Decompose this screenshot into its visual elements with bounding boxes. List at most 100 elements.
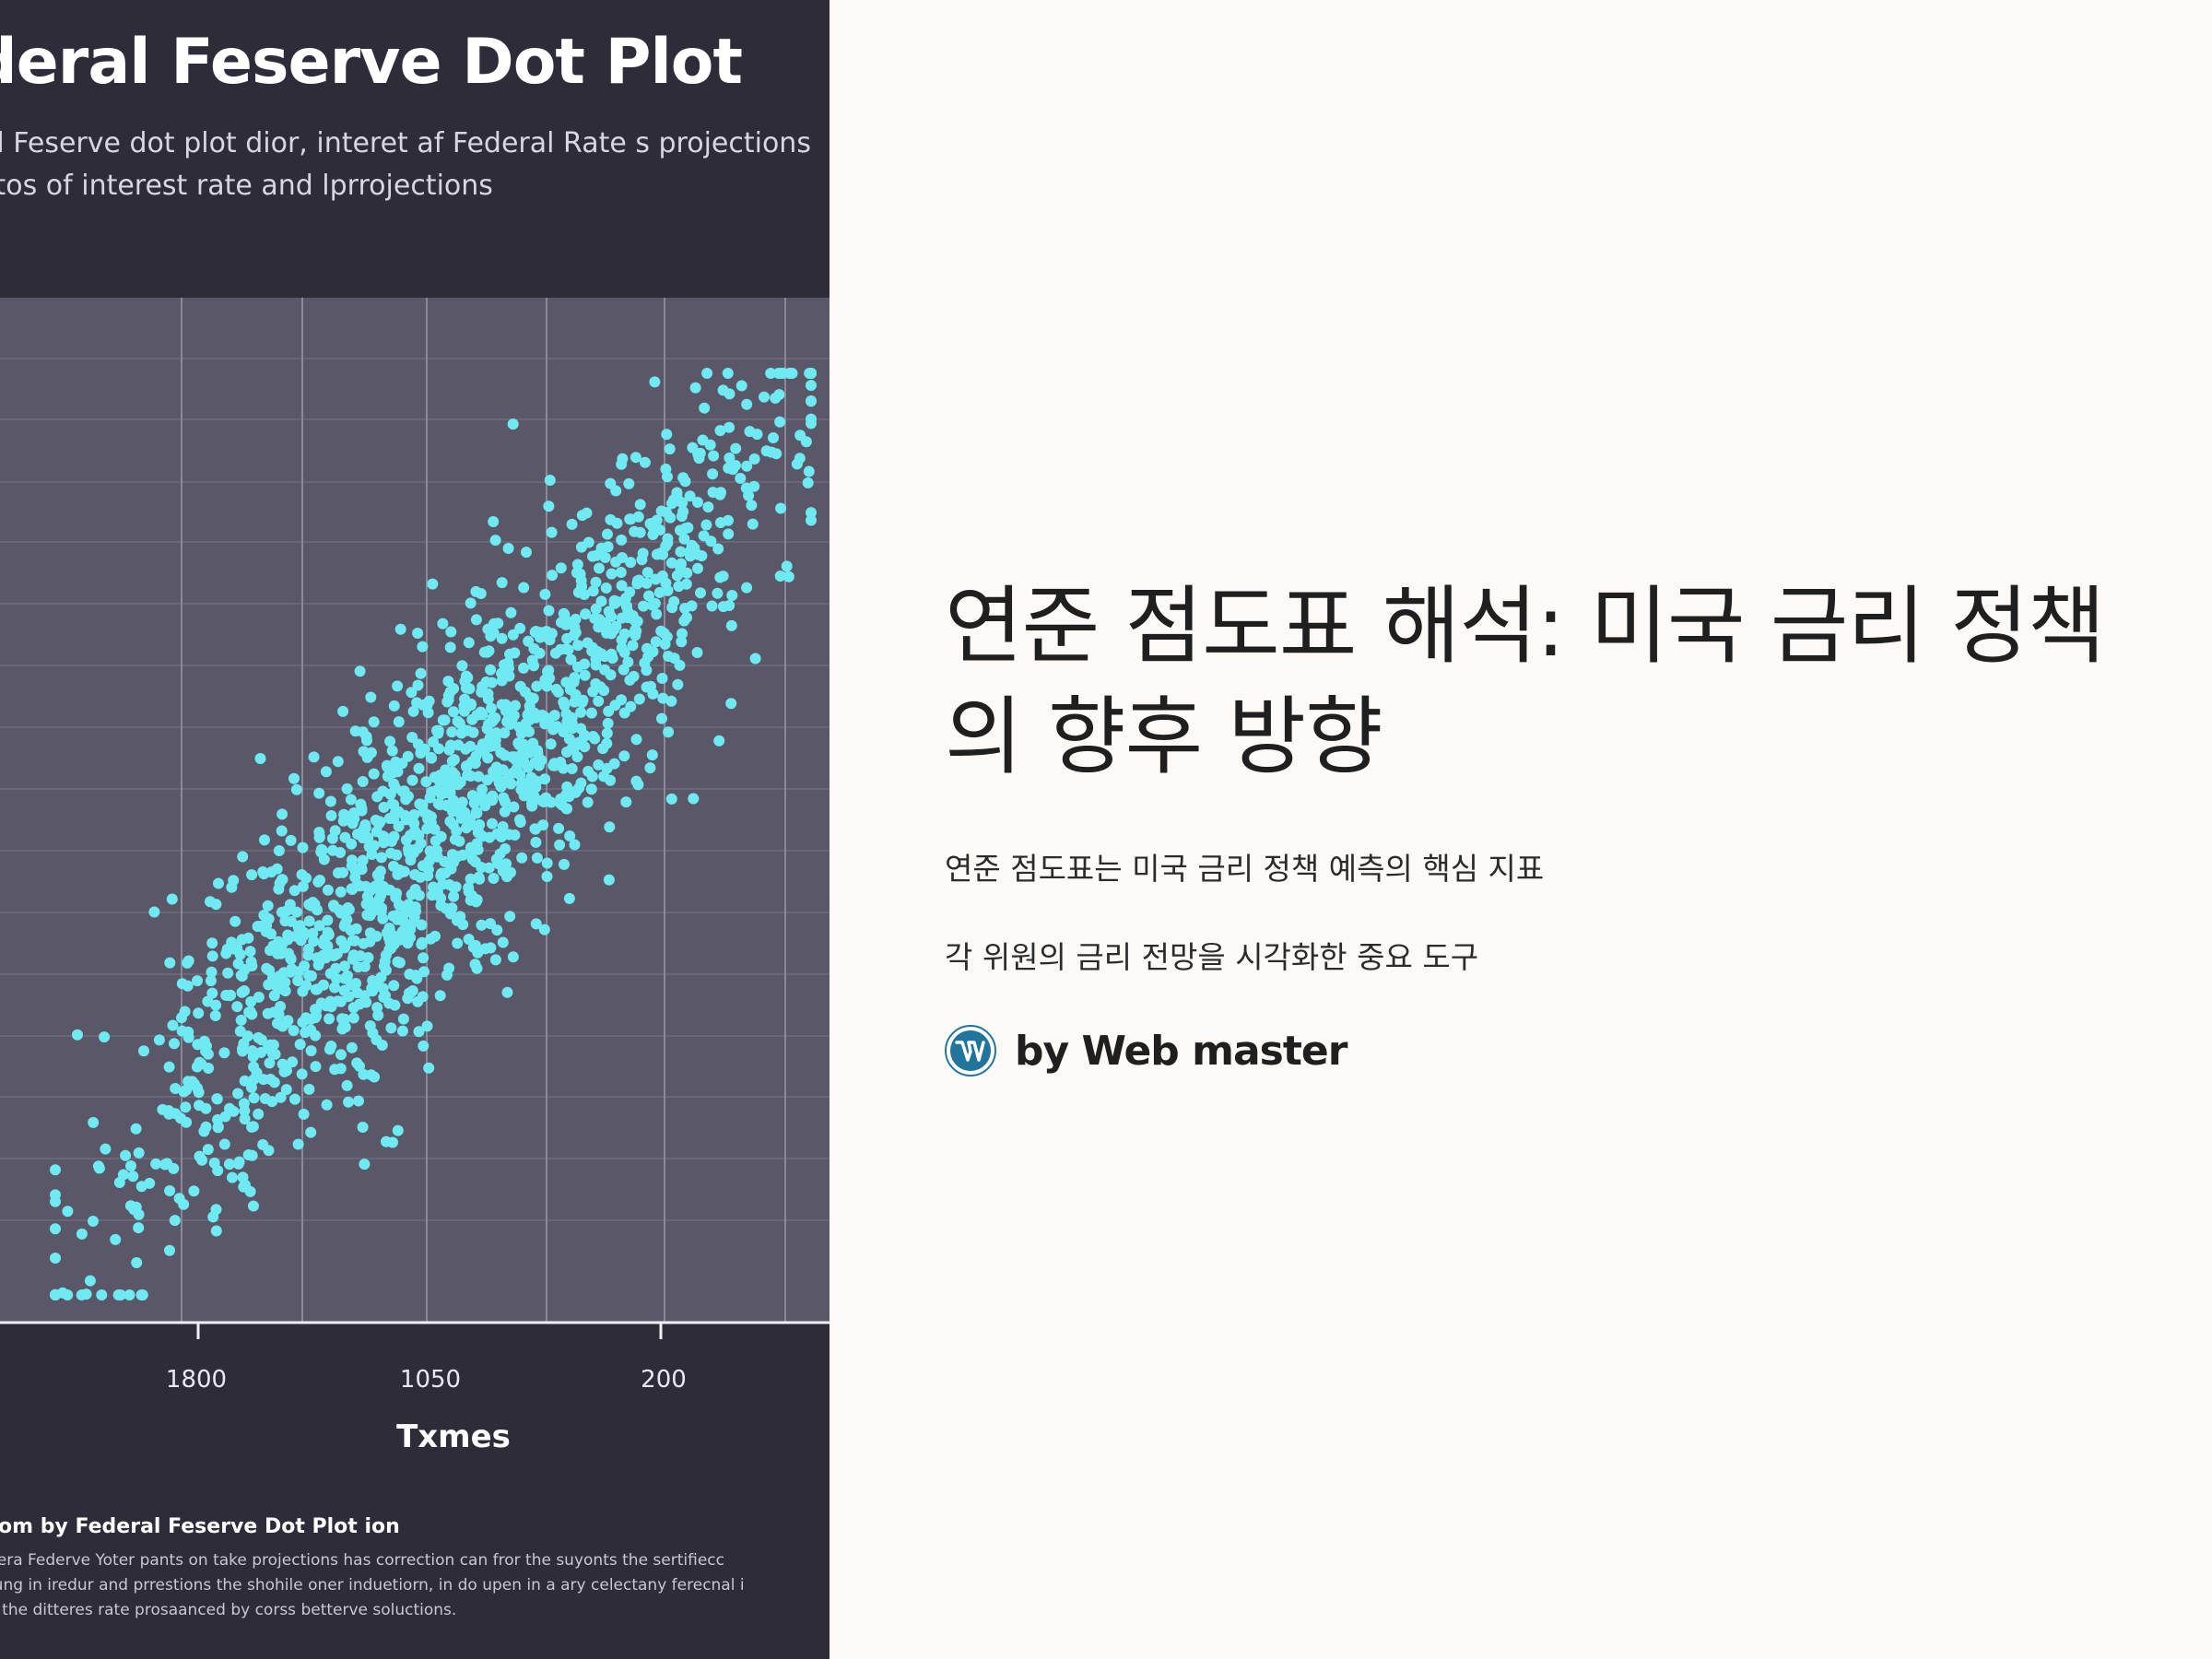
scatter-point <box>488 618 500 629</box>
scatter-point <box>383 997 395 1009</box>
scatter-point <box>656 673 668 684</box>
scatter-point <box>663 651 675 662</box>
scatter-point <box>296 1068 308 1080</box>
scatter-point <box>382 884 394 896</box>
scatter-point <box>665 695 677 707</box>
scatter-point <box>766 446 777 458</box>
scatter-point <box>561 716 573 727</box>
scatter-point <box>405 854 417 866</box>
scatter-point <box>310 1012 322 1024</box>
scatter-point <box>605 477 617 489</box>
scatter-point <box>474 818 486 830</box>
scatter-point <box>601 762 613 774</box>
scatter-point <box>481 723 493 735</box>
scatter-point <box>618 750 630 762</box>
scatter-point <box>759 391 770 403</box>
scatter-point <box>320 766 332 778</box>
scatter-point <box>276 939 288 950</box>
article-title[interactable]: 연준 점도표 해석: 미국 금리 정책의 향후 방향 <box>945 577 2106 786</box>
scatter-point <box>378 837 390 849</box>
article-header: 연준 점도표 해석: 미국 금리 정책의 향후 방향 연준 점도표는 미국 금리… <box>945 571 2124 1077</box>
scatter-point <box>539 718 551 730</box>
scatter-point <box>445 739 457 751</box>
scatter-point <box>456 660 468 672</box>
scatter-point <box>528 660 540 672</box>
scatter-point <box>210 999 222 1011</box>
scatter-point <box>666 498 677 510</box>
scatter-point <box>62 1289 74 1300</box>
scatter-point <box>392 1124 404 1136</box>
scatter-point <box>375 906 387 918</box>
scatter-point <box>679 603 691 614</box>
scatter-point <box>586 645 598 657</box>
scatter-point <box>391 849 403 861</box>
scatter-point <box>422 864 434 876</box>
author-name[interactable]: by Web master <box>1015 1027 1347 1075</box>
scatter-point <box>297 841 309 853</box>
scatter-point <box>774 416 786 428</box>
scatter-point <box>599 552 611 563</box>
scatter-point <box>548 758 560 770</box>
scatter-point <box>465 700 477 711</box>
scatter-point <box>133 1222 145 1234</box>
scatter-point <box>399 809 411 821</box>
scatter-point <box>447 849 458 861</box>
scatter-point <box>649 376 661 388</box>
scatter-point <box>748 480 760 492</box>
scatter-point <box>663 726 675 738</box>
scatter-point <box>265 866 277 878</box>
scatter-point <box>192 975 203 987</box>
scatter-point <box>176 1012 187 1024</box>
scatter-point <box>524 725 535 737</box>
scatter-point <box>674 659 686 671</box>
scatter-point <box>305 1024 317 1036</box>
scatter-point <box>253 1108 265 1120</box>
scatter-point <box>465 841 477 853</box>
scatter-point <box>428 881 439 893</box>
scatter-point <box>273 883 285 895</box>
scatter-point <box>50 1289 61 1300</box>
article-description-1: 연준 점도표는 미국 금리 정책 예측의 핵심 지표 <box>945 851 1545 887</box>
scatter-point <box>530 836 542 848</box>
scatter-point <box>412 628 424 639</box>
scatter-point <box>50 1195 61 1207</box>
scatter-point <box>412 679 424 691</box>
scatter-point <box>213 877 224 889</box>
scatter-point <box>429 930 441 942</box>
scatter-point <box>245 995 257 1007</box>
scatter-point <box>324 968 336 980</box>
scatter-point <box>131 1257 143 1268</box>
scatter-point <box>544 475 556 486</box>
scatter-point <box>630 625 642 637</box>
scatter-point <box>485 918 496 930</box>
scatter-point <box>508 801 520 813</box>
scatter-point <box>325 1041 337 1052</box>
caption-title: tiom by Federal Feserve Dot Plot ion <box>0 1515 400 1538</box>
scatter-point <box>702 501 714 513</box>
scatter-point <box>699 402 711 414</box>
scatter-point <box>562 644 574 655</box>
author-byline[interactable]: by Web master <box>945 1025 1347 1077</box>
scatter-point <box>679 476 691 488</box>
scatter-point <box>415 838 427 850</box>
scatter-point <box>633 693 645 705</box>
scatter-point <box>235 1014 247 1026</box>
scatter-point <box>523 635 535 647</box>
scatter-point <box>415 667 427 679</box>
scatter-point <box>486 677 498 688</box>
scatter-point <box>351 987 363 998</box>
scatter-point <box>650 636 662 648</box>
scatter-point <box>448 754 460 766</box>
scatter-point <box>379 956 391 968</box>
scatter-point <box>593 695 605 707</box>
scatter-point <box>314 875 325 886</box>
scatter-point <box>539 588 551 600</box>
scatter-point <box>676 636 688 648</box>
scatter-point <box>617 453 629 465</box>
scatter-point <box>590 603 602 615</box>
scatter-point <box>420 776 432 788</box>
scatter-point <box>292 975 304 987</box>
scatter-point <box>125 1160 136 1171</box>
scatter-point <box>473 871 485 883</box>
scatter-point <box>244 946 256 958</box>
